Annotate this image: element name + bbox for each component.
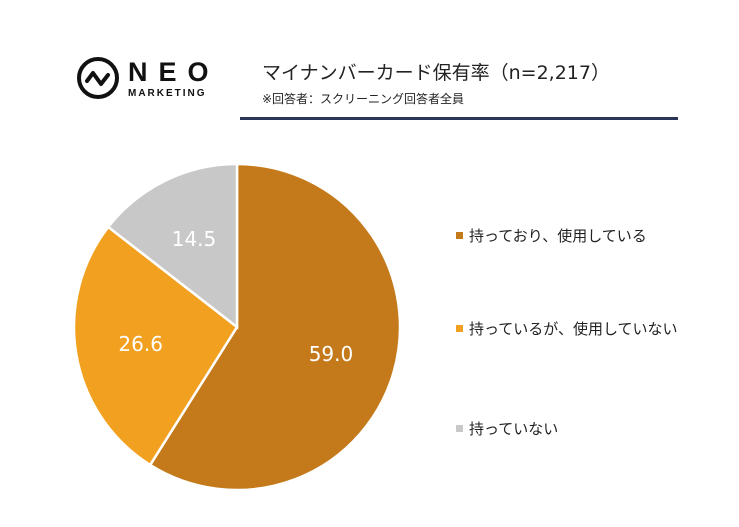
legend-item: 持っているが、使用していない xyxy=(456,318,678,339)
legend-swatch xyxy=(456,425,463,432)
pie-slice xyxy=(106,162,239,330)
pie-slice xyxy=(148,162,402,492)
title-divider xyxy=(240,117,678,120)
data-label: 26.6 xyxy=(118,332,163,356)
logo-name: NEO xyxy=(128,56,220,87)
logo-sub: MARKETING xyxy=(128,87,207,99)
data-label: 14.5 xyxy=(172,227,217,251)
legend-item: 持っていない xyxy=(456,418,558,439)
legend-item: 持っており、使用している xyxy=(456,225,647,246)
data-label: 59.0 xyxy=(309,342,354,366)
chart-title: マイナンバーカード保有率（n=2,217） xyxy=(262,62,610,84)
chart-subtitle: ※回答者：スクリーニング回答者全員 xyxy=(262,92,465,106)
legend-swatch xyxy=(456,232,463,239)
legend-label: 持っており、使用している xyxy=(469,227,647,245)
legend-swatch xyxy=(456,325,463,332)
legend-label: 持っているが、使用していない xyxy=(469,320,678,338)
neo-marketing-logo: NEO MARKETING xyxy=(76,56,220,100)
logo-wave-icon xyxy=(77,57,119,99)
legend-label: 持っていない xyxy=(469,420,559,438)
pie-slice xyxy=(72,225,239,467)
